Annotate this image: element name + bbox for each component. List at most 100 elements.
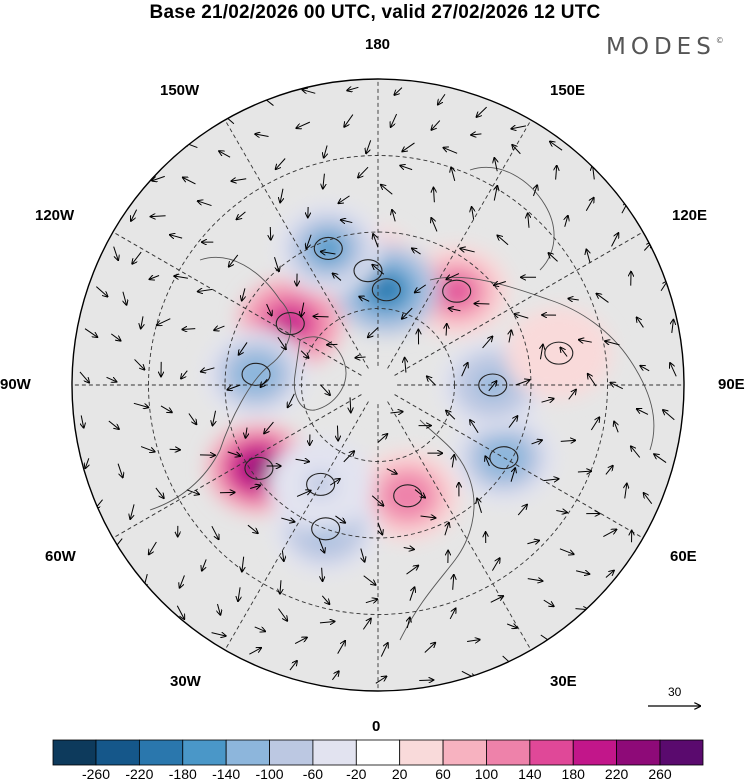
wind-arrow [514,314,529,319]
wind-arrow [180,575,185,587]
wind-arrow [451,167,455,182]
wind-arrow [541,399,554,403]
wind-arrow [391,113,398,127]
reference-vector-label: 30 [668,685,682,699]
contour-west-siberia-low [478,373,508,397]
wind-arrow [281,518,294,522]
colorbar-swatch [442,739,487,766]
wind-arrow [373,234,379,248]
wind-arrow [654,454,667,463]
wind-arrow [575,571,589,574]
wind-arrow [603,530,616,538]
wind-arrow [550,142,563,151]
colorbar [52,739,704,766]
wind-arrow [332,671,338,681]
wind-arrow [361,548,365,562]
wind-arrow [266,303,272,315]
wind-arrow [452,455,454,468]
wind-arrow [123,291,127,305]
wind-arrow [372,265,385,275]
colorbar-swatch [269,739,314,766]
lon-label-90w: 90W [0,376,31,393]
colorbar-swatch [529,739,574,766]
contour-iberia-low [311,517,341,541]
wind-arrow [160,405,172,412]
wind-arrow [533,185,537,197]
map-background [72,79,684,691]
meridian-line [112,231,362,376]
wind-arrow [605,571,614,578]
wind-arrow [559,548,574,554]
anomaly-kamchatka-low [372,277,401,302]
wind-arrow [438,93,446,104]
wind-arrow [477,106,487,117]
wind-arrow [556,510,567,512]
wind-arrow [402,142,415,152]
wind-arrow [181,370,188,379]
wind-arrow [377,522,382,535]
wind-arrow [510,468,515,482]
wind-arrow [446,411,456,420]
wind-arrow [670,363,677,377]
wind-arrow [409,587,415,601]
meridian-line [387,401,532,651]
wind-arrow [527,541,539,544]
wind-arrow [390,412,402,413]
contour-canada-low [241,362,271,386]
wind-arrow [217,603,220,615]
wind-arrow [113,246,118,260]
wind-arrow [320,384,330,395]
wind-arrow [250,485,260,488]
wind-arrow [198,289,213,291]
wind-arrow [517,505,527,516]
colorbar-tick-label: -140 [212,766,241,782]
lat-lon-grid [72,79,684,691]
wind-arrow [188,413,196,425]
wind-arrow [321,595,329,604]
wind-arrow [625,484,627,499]
wind-arrow [366,140,372,153]
wind-arrow [343,451,354,463]
wind-arrow [508,416,517,428]
colorbar-tick-label: -20 [346,766,367,782]
wind-arrow [85,458,89,468]
wind-arrow [155,487,164,498]
contour-iceland-low [306,472,336,496]
wind-arrow [306,234,312,249]
wind-arrow [347,87,359,90]
wind-arrow [323,173,325,189]
wind-arrow [362,619,370,630]
contour-aleutian-high [353,259,383,283]
wind-arrow [202,559,207,570]
wind-arrow [289,661,297,671]
colorbar-tick-label: -180 [168,766,197,782]
wind-arrow [169,449,180,450]
wind-arrow [477,499,482,513]
wind-arrow [227,451,240,456]
contour-north-atlantic-high [244,456,274,480]
wind-arrow [585,198,593,211]
wind-arrow [341,220,353,223]
wind-arrow [84,328,97,337]
wind-arrow [494,186,497,201]
wind-arrow [231,179,247,181]
wind-arrow [117,463,123,478]
wind-arrow [588,374,597,387]
wind-arrow [640,366,650,372]
colorbar-swatch [616,739,661,766]
lon-label-30w: 30W [170,673,201,690]
colorbar-tick-label: 260 [648,766,672,782]
wind-arrow [261,378,268,387]
wind-arrow [201,367,215,372]
meridian-line [224,119,369,369]
wind-arrow [149,541,157,554]
wind-arrow [446,273,460,280]
wind-arrow [319,621,335,622]
anomaly-scandinavia-high [393,483,422,508]
wind-arrow [219,151,231,158]
wind-arrow [337,425,338,441]
wind-arrow [568,390,576,400]
wind-arrow [282,550,283,561]
wind-arrow [586,250,590,263]
